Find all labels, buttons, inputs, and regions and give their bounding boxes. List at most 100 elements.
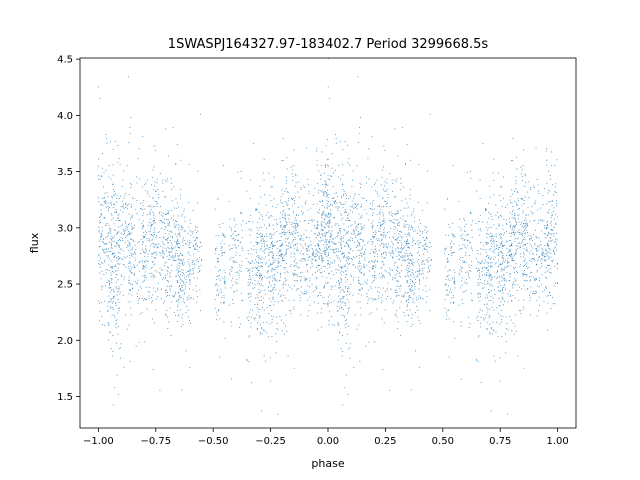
- data-point: [392, 247, 394, 249]
- data-point: [197, 170, 199, 172]
- data-point: [320, 258, 322, 260]
- data-point: [409, 159, 411, 161]
- data-point: [313, 301, 315, 303]
- data-point: [410, 269, 412, 271]
- data-point: [381, 233, 383, 235]
- data-point: [530, 189, 531, 190]
- data-point: [407, 223, 409, 225]
- data-point: [271, 267, 273, 269]
- data-point: [279, 273, 281, 274]
- data-point: [389, 273, 391, 275]
- data-point: [157, 197, 159, 199]
- data-point: [160, 298, 162, 299]
- data-point: [100, 262, 102, 264]
- data-point: [128, 231, 130, 232]
- data-point: [326, 192, 328, 194]
- data-point: [460, 230, 462, 232]
- data-point: [269, 357, 271, 359]
- data-point: [502, 287, 504, 289]
- data-point: [309, 286, 311, 288]
- data-point: [403, 260, 405, 262]
- data-point: [312, 249, 314, 251]
- data-point: [298, 266, 300, 268]
- data-point: [175, 198, 177, 200]
- data-point: [118, 286, 120, 288]
- data-point: [453, 251, 455, 253]
- data-point: [113, 229, 115, 231]
- data-point: [406, 309, 408, 311]
- data-point: [102, 250, 104, 252]
- data-point: [383, 322, 385, 324]
- data-point: [405, 301, 407, 303]
- data-point: [361, 253, 363, 255]
- data-point: [492, 322, 494, 323]
- data-point: [131, 183, 132, 185]
- data-point: [514, 232, 516, 234]
- data-point: [388, 243, 389, 245]
- data-point: [486, 243, 488, 245]
- data-point: [180, 291, 182, 293]
- data-point: [379, 213, 381, 215]
- data-point: [404, 233, 406, 235]
- data-point: [294, 200, 295, 201]
- data-point: [392, 215, 393, 217]
- data-point: [267, 336, 269, 338]
- data-point: [337, 196, 339, 198]
- data-point: [486, 294, 488, 296]
- data-point: [156, 206, 158, 207]
- data-point: [178, 262, 180, 264]
- data-point: [444, 284, 446, 286]
- data-point: [125, 193, 127, 195]
- data-point: [343, 295, 345, 297]
- data-point: [541, 258, 543, 260]
- data-point: [422, 246, 424, 247]
- data-point: [372, 268, 373, 270]
- data-point: [316, 254, 318, 256]
- data-point: [295, 280, 297, 282]
- data-point: [215, 234, 217, 236]
- data-point: [390, 227, 392, 229]
- data-point: [484, 317, 486, 319]
- data-point: [269, 282, 270, 284]
- data-point: [395, 180, 397, 182]
- data-point: [421, 263, 423, 265]
- data-point: [266, 241, 268, 242]
- data-point: [451, 240, 453, 242]
- data-point: [334, 203, 336, 204]
- data-point: [182, 298, 184, 300]
- data-point: [196, 227, 198, 228]
- data-point: [343, 203, 345, 205]
- data-point: [127, 245, 128, 247]
- data-point: [256, 307, 258, 309]
- data-point: [272, 241, 273, 242]
- data-point: [372, 209, 374, 211]
- data-point: [546, 159, 548, 161]
- data-point: [460, 248, 462, 249]
- data-point: [479, 300, 481, 302]
- data-point: [153, 275, 155, 277]
- data-point: [348, 244, 350, 246]
- data-point: [288, 221, 290, 223]
- data-point: [119, 291, 121, 293]
- data-point: [506, 272, 508, 274]
- data-point: [338, 281, 340, 283]
- data-point: [240, 213, 242, 215]
- data-point: [503, 198, 504, 200]
- data-point: [215, 283, 217, 285]
- data-point: [459, 218, 461, 220]
- data-point: [252, 267, 254, 269]
- data-point: [340, 348, 342, 349]
- data-point: [273, 259, 275, 261]
- data-point: [459, 259, 461, 260]
- data-point: [125, 222, 127, 224]
- data-point: [328, 194, 330, 195]
- data-point: [176, 240, 178, 242]
- data-point: [515, 330, 517, 332]
- data-point: [371, 312, 373, 314]
- data-point: [178, 299, 179, 301]
- data-point: [512, 160, 514, 161]
- data-point: [136, 264, 138, 266]
- data-point: [144, 298, 145, 300]
- data-point: [350, 225, 352, 227]
- data-point: [339, 287, 341, 289]
